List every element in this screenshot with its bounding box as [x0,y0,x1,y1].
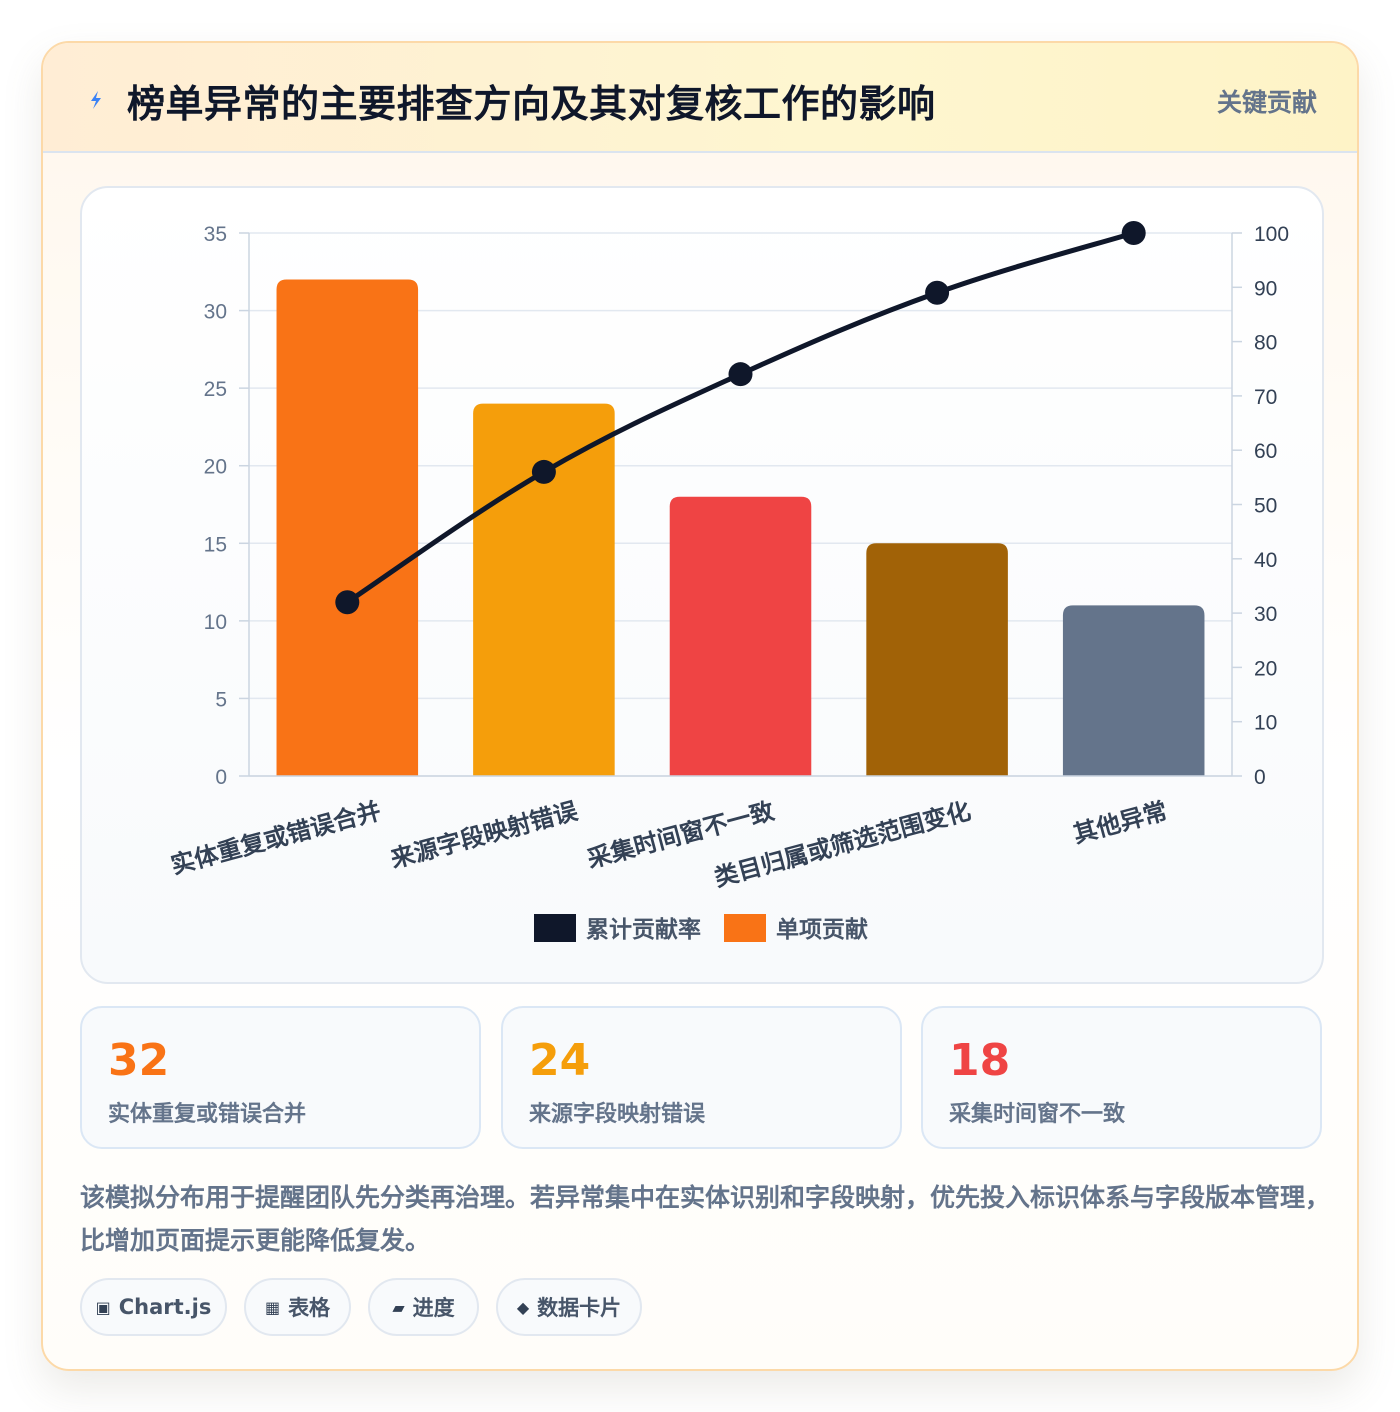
x-tick-label: 来源字段映射错误 [388,796,582,873]
card-header: 榜单异常的主要排查方向及其对复核工作的影响 关键贡献 [43,43,1357,153]
card: 榜单异常的主要排查方向及其对复核工作的影响 关键贡献 0 5 10 15 20 25 30 3… [41,41,1359,1371]
legend-label: 单项贡献 [776,917,868,943]
right-tick-label: 50 [1254,495,1277,518]
stat-card: 24 来源字段映射错误 [501,1006,902,1149]
stat-label: 来源字段映射错误 [529,1102,706,1127]
line-point [1121,221,1146,245]
x-tick-label: 实体重复或错误合并 [168,797,384,880]
diamond-icon: ◆ [516,1297,530,1317]
stat-card: 18 采集时间窗不一致 [921,1006,1322,1149]
lightning-icon [91,91,101,109]
stat-label: 实体重复或错误合并 [108,1102,307,1127]
legend-swatch [534,914,576,942]
left-tick-label: 20 [204,456,227,479]
header-tag: 关键贡献 [1216,88,1317,117]
left-tick-label: 15 [204,533,227,556]
legend-label: 累计贡献率 [586,916,701,943]
pareto-chart: 0 5 10 15 20 25 30 35 0 10 20 30 40 50 60 70 80 90 100 实体重复… [168,221,1289,943]
stat-label: 采集时间窗不一致 [949,1102,1126,1127]
right-tick-label: 30 [1254,603,1277,626]
bar [669,496,812,776]
left-tick-label: 25 [204,378,227,401]
right-tick-label: 10 [1254,712,1277,735]
stat-value: 32 [108,1035,170,1086]
stat-card: 32 实体重复或错误合并 [80,1006,481,1149]
left-tick-label: 5 [215,688,227,711]
pill-datacard[interactable]: ◆ 数据卡片 [496,1278,642,1336]
left-tick-label: 30 [204,301,227,324]
right-tick-label: 0 [1254,766,1266,789]
line-point [335,590,360,615]
line-point [925,280,950,305]
right-tick-label: 60 [1254,440,1277,463]
right-tick-label: 70 [1254,386,1277,409]
left-tick-label: 35 [204,223,227,246]
chart-icon: ▣ [95,1297,111,1317]
right-tick-label: 20 [1254,657,1277,680]
stat-value: 24 [529,1035,591,1086]
line-point [531,459,556,484]
pill-label: 进度 [412,1296,455,1320]
left-tick-label: 0 [215,766,227,789]
right-tick-label: 100 [1254,223,1289,246]
bar [1062,605,1205,776]
pill-progress[interactable]: ▰ 进度 [368,1278,479,1336]
right-tick-label: 80 [1254,332,1277,355]
left-tick-label: 10 [204,611,227,634]
chart-container: 0 5 10 15 20 25 30 35 0 10 20 30 40 50 60 70 80 90 100 实体重复… [80,186,1324,984]
legend-swatch [724,914,766,942]
pill-chartjs[interactable]: ▣ Chart.js [80,1278,227,1336]
pill-table[interactable]: ▦ 表格 [244,1278,351,1336]
progress-icon: ▰ [392,1297,405,1317]
x-tick-label: 其他异常 [1070,797,1170,849]
description: 该模拟分布用于提醒团队先分类再治理。若异常集中在实体识别和字段映射，优先投入标识… [80,1183,1331,1255]
pill-label: 表格 [288,1296,331,1320]
page-title: 榜单异常的主要排查方向及其对复核工作的影响 [127,82,936,126]
line-point [728,362,753,387]
bar [866,543,1008,776]
right-tick-label: 40 [1254,549,1277,572]
table-icon: ▦ [264,1297,281,1317]
pill-label: Chart.js [118,1295,212,1319]
bar [276,279,419,776]
right-tick-label: 90 [1254,277,1277,300]
stat-value: 18 [949,1035,1011,1086]
pill-label: 数据卡片 [537,1296,622,1320]
bar [473,403,615,776]
